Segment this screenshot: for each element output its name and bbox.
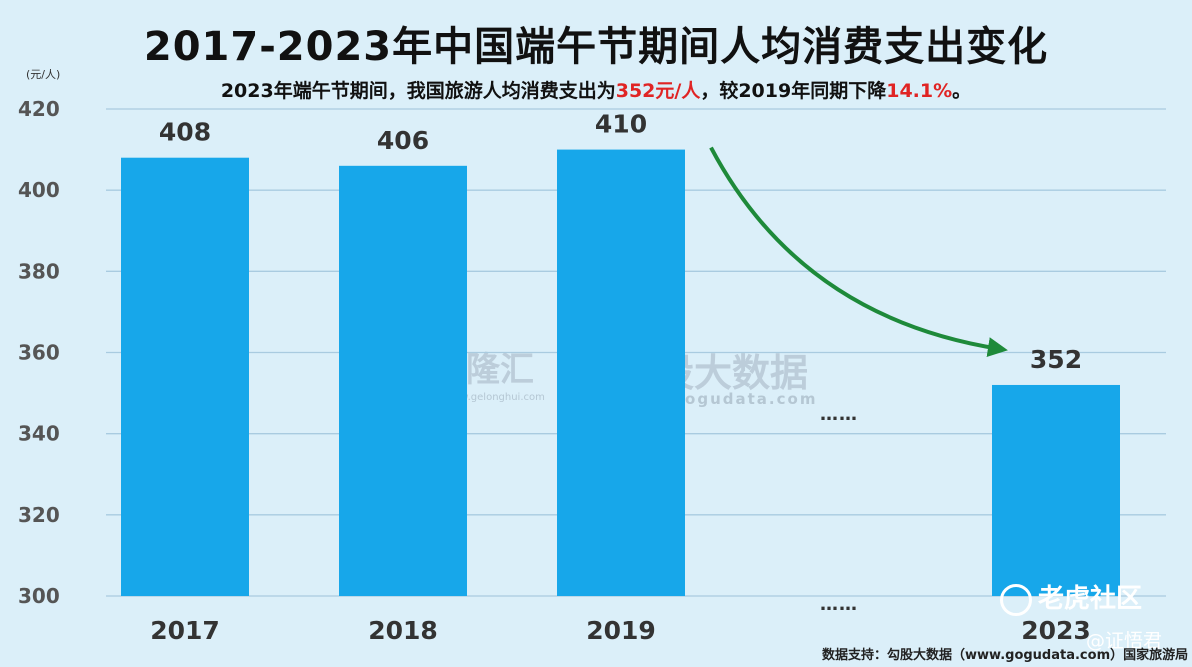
data-label-2019: 410	[595, 110, 647, 139]
y-tick-label: 300	[18, 584, 60, 608]
y-axis-unit-label: (元/人)	[26, 68, 61, 81]
subtitle-value-highlight: 352元/人	[615, 80, 701, 102]
data-label-2018: 406	[377, 126, 429, 155]
subtitle-change-highlight: 14.1%	[886, 80, 953, 102]
decline-arrow	[709, 146, 1008, 357]
bar-2017	[121, 157, 249, 596]
bar-2018	[339, 165, 467, 597]
y-tick-label: 420	[18, 97, 60, 121]
y-tick-label: 380	[18, 259, 60, 283]
x-tick-label-2017: 2017	[150, 616, 220, 645]
data-source-footer: 数据支持：勾股大数据（www.gogudata.com）国家旅游局	[822, 648, 1189, 663]
bar-2023	[992, 384, 1120, 596]
subtitle-text-2: ，较2019年同期下降	[700, 80, 887, 102]
community-label: 老虎社区	[1038, 584, 1143, 614]
chart-subtitle: 2023年端午节期间，我国旅游人均消费支出为352元/人，较2019年同期下降1…	[0, 76, 1192, 103]
gelonghui-watermark-url: www.gelonghui.com	[444, 392, 545, 403]
data-label-2017: 408	[159, 118, 211, 147]
y-tick-label: 320	[18, 503, 60, 527]
subtitle-text-3: 。	[952, 80, 972, 102]
chart-title: 2017-2023年中国端午节期间人均消费支出变化	[143, 24, 1049, 70]
y-tick-label: 360	[18, 341, 60, 365]
author-watermark: @证悟君	[1086, 630, 1163, 652]
subtitle-text-1: 2023年端午节期间，我国旅游人均消费支出为	[220, 80, 616, 102]
y-tick-label: 340	[18, 422, 60, 446]
gap-marker-lower: ……	[820, 594, 858, 615]
x-tick-label-2018: 2018	[368, 616, 438, 645]
x-tick-label-2023: 2023	[1021, 616, 1091, 645]
bar-2019	[557, 149, 685, 597]
data-label-2023: 352	[1030, 345, 1082, 374]
tiger-community-icon	[1000, 583, 1032, 616]
gap-marker-upper: ……	[820, 404, 858, 425]
x-tick-label-2019: 2019	[586, 616, 656, 645]
community-watermark: 老虎社区	[1000, 578, 1142, 616]
y-tick-label: 400	[18, 178, 60, 202]
